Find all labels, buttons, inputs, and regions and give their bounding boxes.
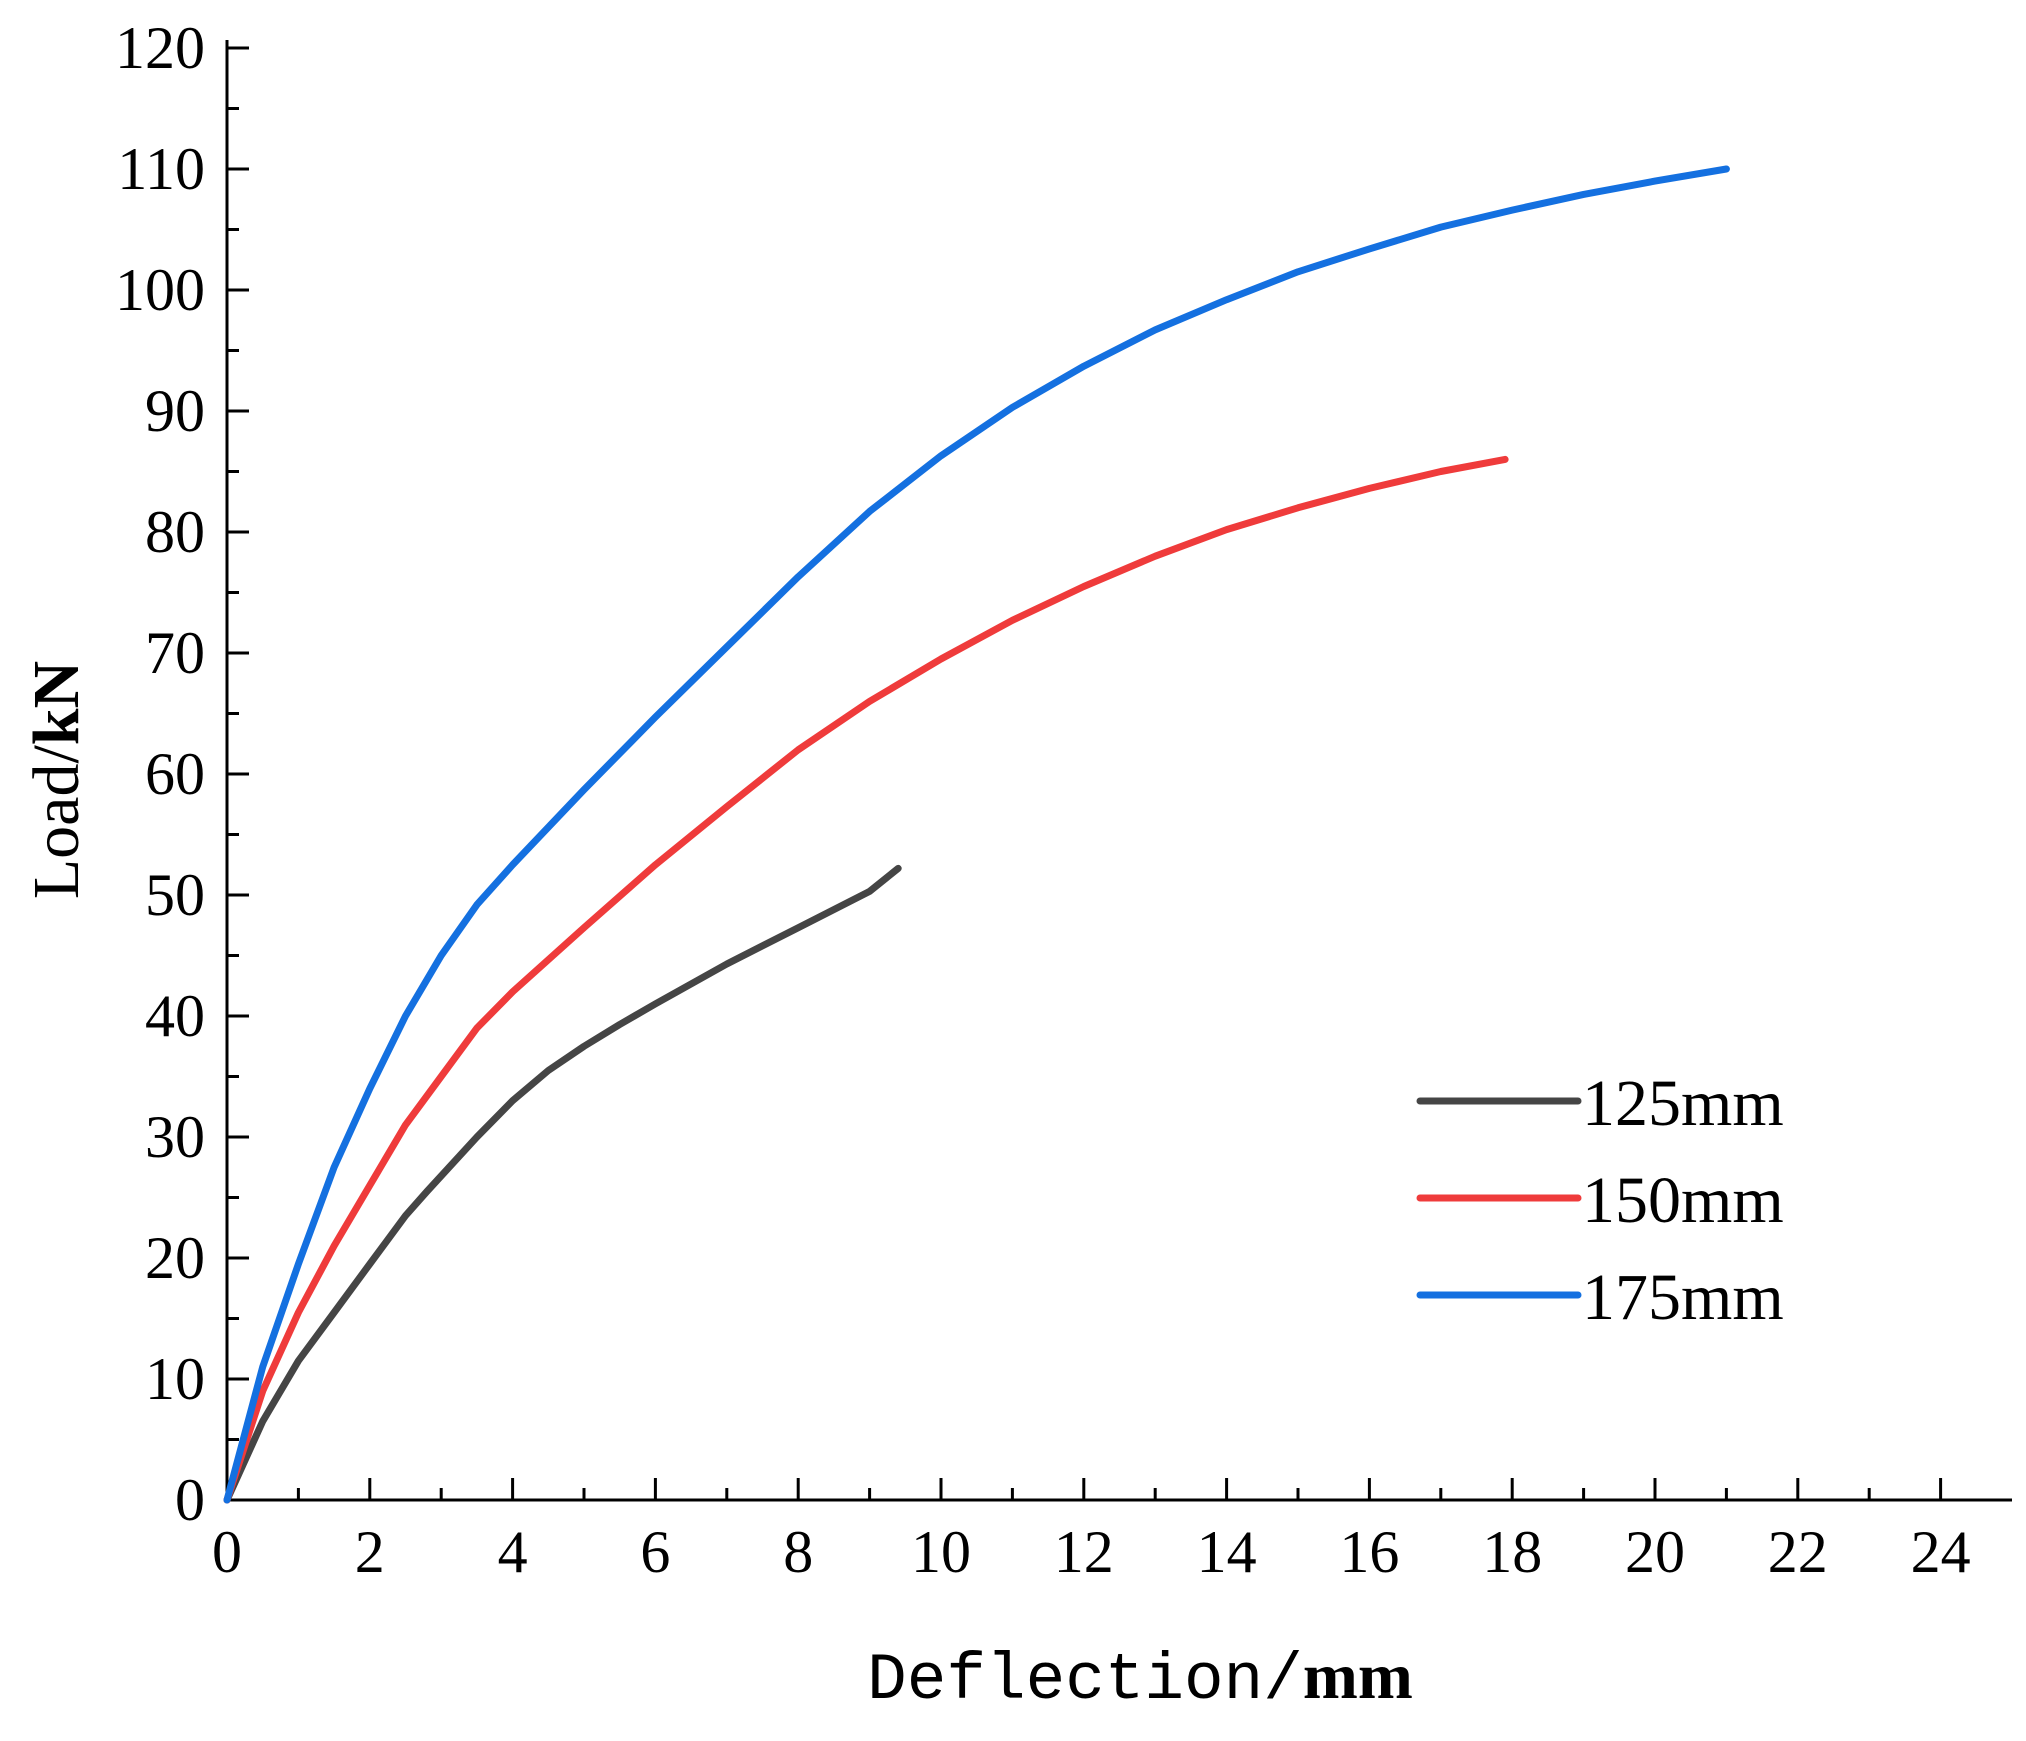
y-tick-label: 90 [145, 378, 205, 444]
x-tick-label: 12 [1054, 1519, 1114, 1585]
series-line-150mm [223, 455, 1509, 1504]
x-tick-label: 0 [212, 1519, 242, 1585]
y-tick-label: 0 [175, 1467, 205, 1533]
y-tick-label: 20 [145, 1225, 205, 1291]
x-axis-title: Deflection/mm [867, 1640, 1413, 1718]
x-tick-label: 22 [1768, 1519, 1828, 1585]
x-axis-title-unit: mm [1303, 1640, 1413, 1713]
x-tick-label: 2 [355, 1519, 385, 1585]
legend: 125mm 150mm 175mm [1416, 1067, 1784, 1334]
y-tick-label: 60 [145, 741, 205, 807]
series-layer [223, 165, 1730, 1504]
y-axis-ticks: 0 10 20 30 40 50 60 70 80 90 100 110 120 [115, 15, 249, 1533]
x-tick-label: 18 [1482, 1519, 1542, 1585]
x-tick-label: 20 [1625, 1519, 1685, 1585]
x-axis-title-main: Deflection/ [867, 1643, 1303, 1718]
series-line-125mm [223, 864, 902, 1504]
y-tick-label: 100 [115, 257, 205, 323]
x-tick-label: 16 [1339, 1519, 1399, 1585]
x-tick-label: 8 [783, 1519, 813, 1585]
x-axis-ticks: 0 2 4 6 8 10 12 14 16 18 20 22 24 [212, 1478, 1971, 1585]
legend-label-150mm: 150mm [1582, 1164, 1784, 1237]
legend-label-175mm: 175mm [1582, 1261, 1784, 1334]
y-tick-label: 30 [145, 1104, 205, 1170]
y-tick-label: 50 [145, 862, 205, 928]
x-tick-label: 24 [1911, 1519, 1971, 1585]
legend-label-125mm: 125mm [1582, 1067, 1784, 1140]
y-tick-label: 70 [145, 620, 205, 686]
series-line-175mm [223, 165, 1730, 1504]
x-tick-label: 4 [498, 1519, 528, 1585]
y-tick-label: 110 [117, 136, 205, 202]
y-axis-title-unit: kN [20, 661, 93, 745]
x-tick-label: 10 [911, 1519, 971, 1585]
y-tick-label: 80 [145, 499, 205, 565]
x-tick-label: 14 [1197, 1519, 1257, 1585]
y-tick-label: 10 [145, 1346, 205, 1412]
y-axis-title: Load/kN [20, 661, 93, 899]
x-tick-label: 6 [640, 1519, 670, 1585]
y-axis-title-main: Load/ [20, 745, 93, 900]
y-tick-label: 120 [115, 15, 205, 81]
y-tick-label: 40 [145, 983, 205, 1049]
